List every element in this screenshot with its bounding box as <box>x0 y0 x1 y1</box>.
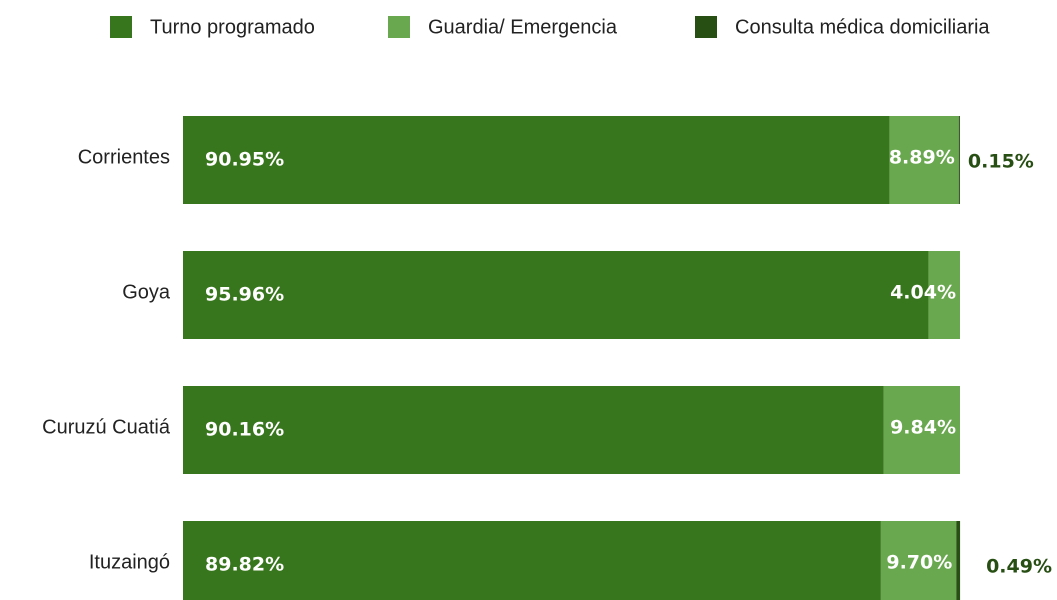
bar-segment <box>183 251 929 339</box>
legend-label: Turno programado <box>150 16 315 38</box>
data-label: 0.49% <box>986 556 1052 578</box>
data-label: 9.70% <box>886 552 952 574</box>
bar-segment <box>183 521 881 600</box>
legend-label: Consulta médica domiciliaria <box>735 16 990 38</box>
data-label: 90.16% <box>205 419 284 441</box>
data-label: 8.89% <box>889 147 955 169</box>
bar-segment <box>880 521 957 600</box>
data-label: 4.04% <box>890 282 956 304</box>
category-label: Curuzú Cuatiá <box>42 416 171 438</box>
category-label: Corrientes <box>78 146 170 168</box>
data-label: 95.96% <box>205 284 284 306</box>
legend-swatch <box>110 16 132 38</box>
data-label: 9.84% <box>890 417 956 439</box>
data-label: 89.82% <box>205 554 284 576</box>
bar-segment <box>883 386 960 474</box>
bar-segment <box>928 251 960 339</box>
legend-swatch <box>695 16 717 38</box>
legend-label: Guardia/ Emergencia <box>428 16 618 38</box>
bar-segment <box>889 116 959 204</box>
bar-segment <box>958 116 960 204</box>
category-label: Goya <box>122 281 171 303</box>
data-label: 90.95% <box>205 149 284 171</box>
bar-segment <box>183 386 884 474</box>
bar-segment <box>956 521 961 600</box>
data-label: 0.15% <box>968 151 1034 173</box>
bar-segment <box>183 116 890 204</box>
legend-swatch <box>388 16 410 38</box>
category-label: Ituzaingó <box>89 551 170 573</box>
